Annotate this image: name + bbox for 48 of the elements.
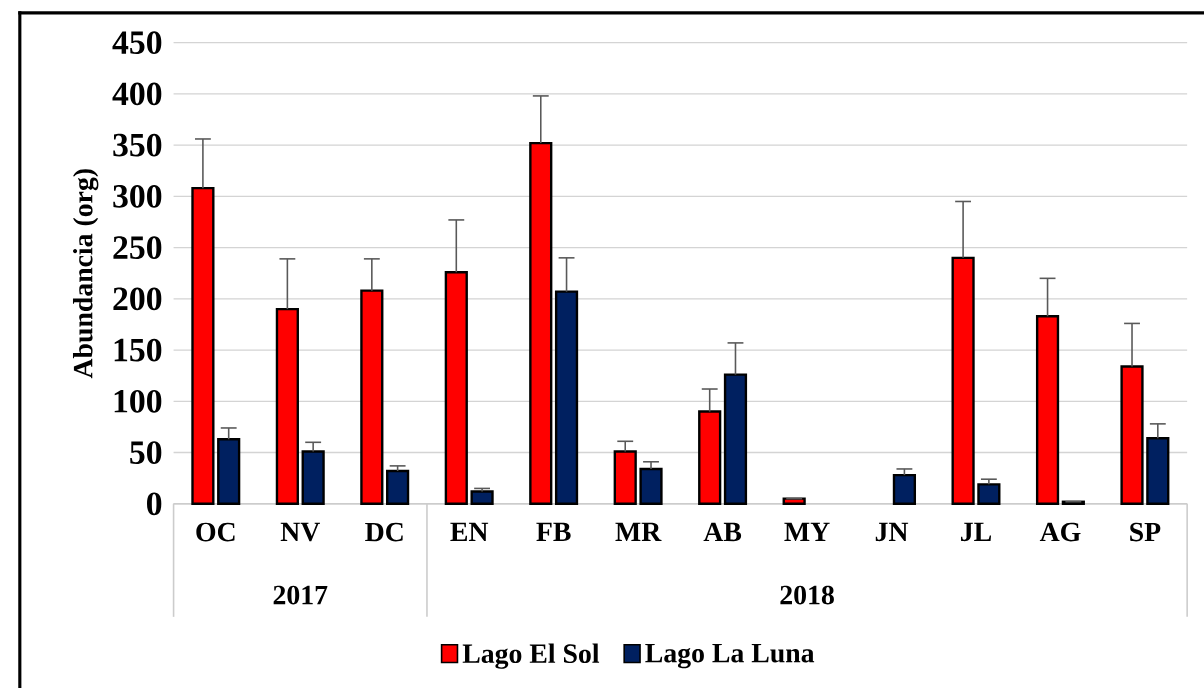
bar [301,450,325,505]
bar [1120,365,1144,505]
bar [639,467,663,505]
x-tick-label: SP [1130,522,1161,542]
bar [723,373,748,505]
y-tick-label: 250 [113,236,162,259]
x-tick-label: MR [615,522,662,541]
y-tick-label: 100 [114,389,162,413]
y-tick-label: 150 [114,338,162,362]
y-tick-label: 400 [112,82,162,106]
bar [892,473,917,505]
text: 2017 [273,585,328,605]
y-tick-label: 450 [112,31,162,54]
x-tick-label: JL [961,522,992,542]
bar [360,289,384,505]
bar [554,290,579,505]
y-axis-title: Abundancia (org) [72,169,99,379]
bar [386,469,410,505]
bar [698,410,722,505]
y-tick-label: 300 [113,184,162,208]
y-tick-label: 0 [147,492,162,516]
bar [275,307,299,505]
y-tick-label: 350 [113,133,162,157]
bar [951,256,975,505]
text: 2018 [780,585,834,605]
bar [782,497,806,505]
x-tick-label: NV [280,522,321,542]
y-tick-label: 50 [130,441,162,464]
x-tick-label: DC [365,522,403,542]
x-tick-label: FB [536,522,571,541]
bar [1146,436,1170,505]
bar [217,437,241,505]
x-tick-label: JN [875,522,909,542]
bar [529,141,553,505]
x-tick-label: AB [703,522,742,542]
x-tick-label: AG [1039,522,1081,542]
y-tick-label: 200 [113,287,162,311]
x-tick-label: OC [196,522,235,542]
bar [1035,314,1060,505]
x-tick-label: MY [784,522,830,541]
bar [613,450,637,505]
legend-label: Lago La Luna [645,643,815,669]
bar [977,483,1001,505]
legend-label: Lago El Sol [462,643,600,669]
bar [191,186,215,505]
x-tick-label: EN [450,522,489,541]
bar [470,490,494,505]
bar [444,270,468,505]
